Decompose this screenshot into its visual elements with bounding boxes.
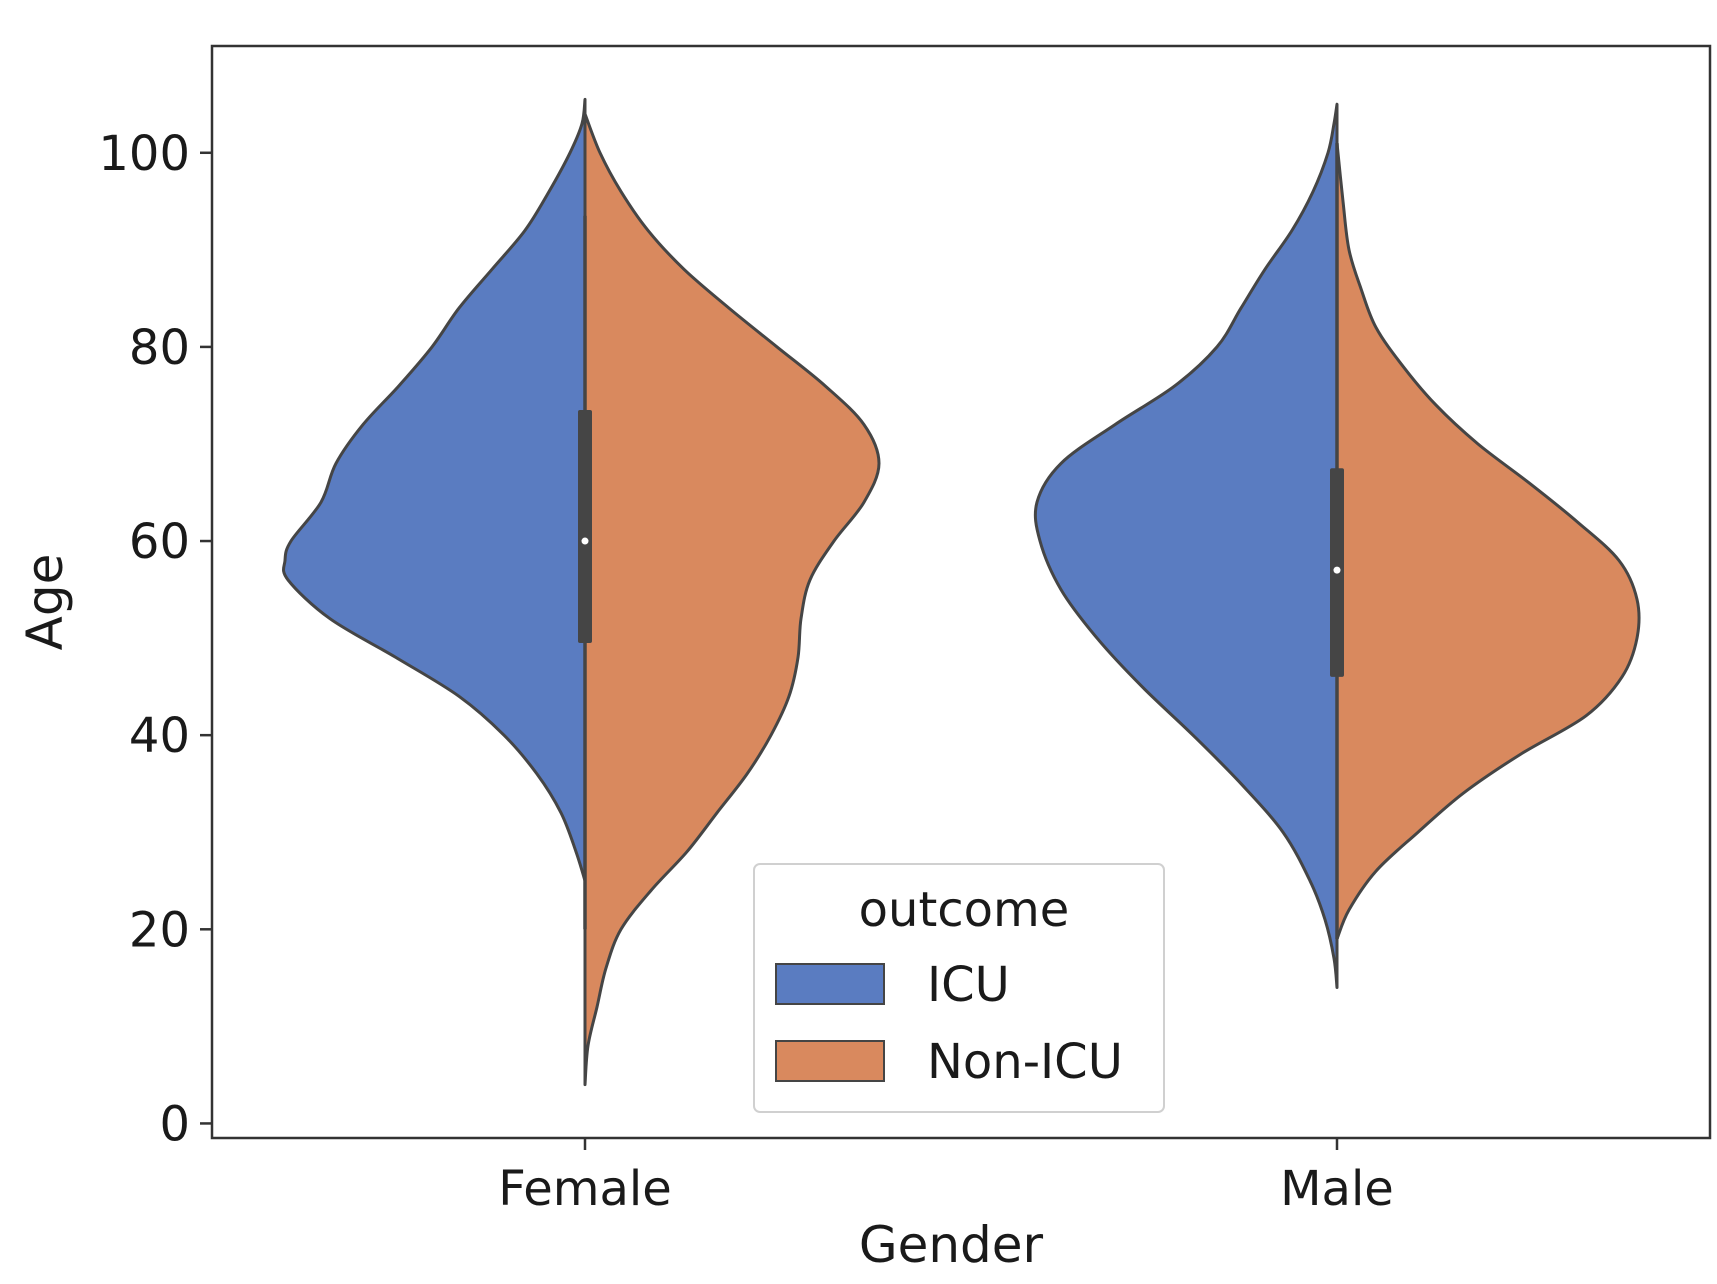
y-tick-label-40: 40 [129,708,190,764]
legend: outcome ICU Non-ICU [753,863,1165,1113]
y-tick-label-60: 60 [129,514,190,570]
violin-icu-female [282,97,587,883]
x-tick-label-male: Male [1280,1161,1394,1217]
x-axis-label: Gender [859,1216,1044,1274]
legend-label-icu: ICU [927,957,1010,1013]
y-tick-label-20: 20 [129,902,190,958]
legend-title: outcome [859,882,1070,938]
iqr-box-female [578,410,592,643]
y-tick-label-100: 100 [98,126,190,182]
y-tick-label-0: 0 [159,1096,190,1152]
violin-non-icu-male [1335,141,1641,941]
violins-layer [282,97,1641,1087]
median-marker-male [1333,566,1341,574]
plot-frame [210,44,1712,1140]
inner-boxes-layer [578,143,1344,940]
x-axis: Female Male [498,1138,1394,1217]
median-marker-female [581,537,589,545]
y-tick-label-80: 80 [129,320,190,376]
y-axis: 0 20 40 60 80 100 [98,126,212,1152]
y-axis-label: Age [16,554,74,651]
legend-swatch-icu [775,963,885,1005]
legend-swatch-non-icu [775,1040,885,1082]
legend-entries: ICU Non-ICU [775,957,1123,1090]
x-tick-label-female: Female [498,1161,672,1217]
violin-non-icu-female [583,112,881,1087]
violin-icu-male [1033,102,1339,989]
legend-label-non-icu: Non-ICU [927,1034,1123,1090]
